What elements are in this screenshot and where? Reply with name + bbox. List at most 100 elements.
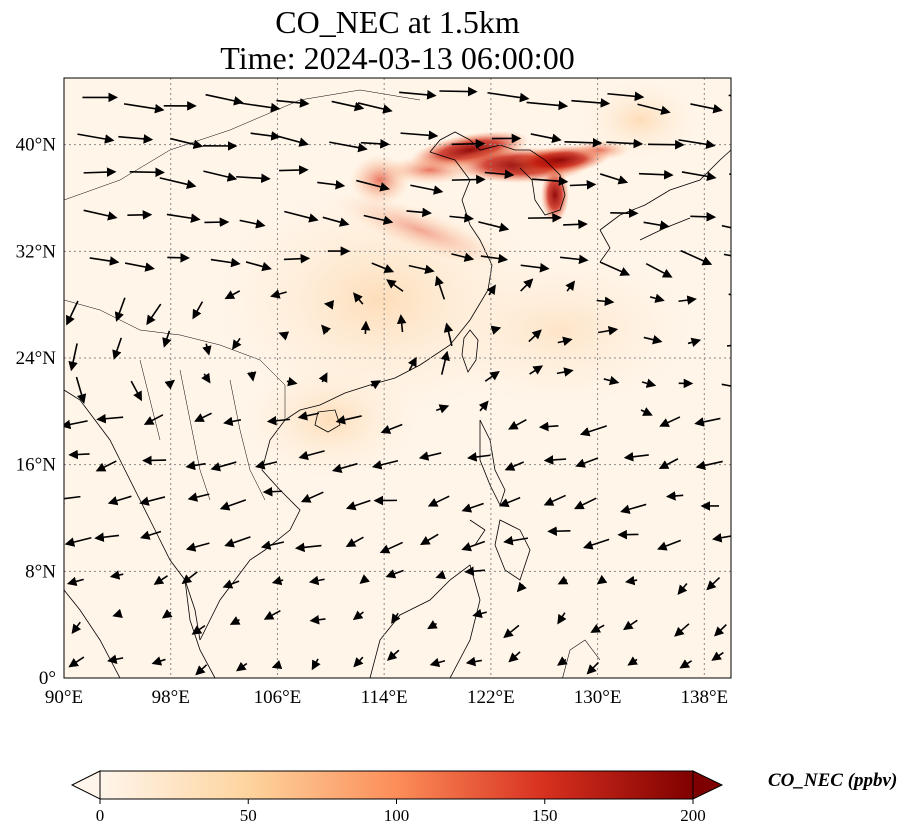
- wind-arrow: [596, 296, 615, 307]
- wind-arrow: [526, 100, 569, 111]
- wind-arrow: [723, 253, 731, 257]
- wind-arrow: [399, 90, 437, 100]
- wind-arrow: [232, 337, 242, 350]
- wind-arrow: [143, 414, 164, 425]
- wind-arrow: [528, 329, 542, 343]
- wind-arrow: [623, 451, 649, 462]
- wind-arrow: [246, 371, 257, 382]
- wind-arrow: [107, 654, 124, 664]
- wind-arrow: [658, 458, 679, 470]
- wind-arrow: [486, 284, 496, 296]
- wind-arrow: [71, 621, 82, 635]
- wind-arrow: [187, 492, 210, 502]
- wind-arrow: [674, 623, 690, 637]
- wind-arrow: [202, 343, 212, 356]
- wind-arrow: [298, 450, 325, 461]
- wind-arrow: [637, 103, 671, 115]
- wind-arrow: [353, 656, 364, 668]
- wind-arrow: [657, 539, 682, 551]
- wind-arrow: [386, 649, 400, 661]
- wind-arrow: [335, 415, 362, 425]
- wind-arrow: [379, 541, 403, 554]
- wind-arrow: [308, 575, 325, 586]
- colorbar: 0 50 100 150 200: [70, 770, 724, 825]
- lat-tick-label: 16°N: [16, 455, 57, 476]
- wind-arrow: [64, 419, 88, 430]
- wind-arrow: [729, 173, 731, 175]
- wind-arrow: [434, 275, 446, 300]
- lon-tick-label: 106°E: [254, 687, 302, 708]
- colorbar-gradient: [100, 771, 693, 799]
- wind-arrow: [439, 86, 478, 97]
- wind-arrow: [118, 134, 154, 144]
- wind-arrow: [563, 219, 588, 230]
- wind-arrow: [66, 576, 84, 587]
- wind-arrow: [440, 350, 450, 375]
- wind-arrow: [322, 216, 350, 227]
- wind-arrow: [429, 657, 446, 668]
- wind-arrow: [262, 486, 283, 497]
- wind-arrow: [270, 289, 287, 299]
- wind-arrow: [640, 407, 653, 416]
- wind-arrow: [556, 367, 574, 377]
- wind-arrow: [596, 574, 608, 585]
- wind-arrow: [331, 462, 358, 473]
- wind-arrow: [260, 540, 285, 550]
- map-title: CO_NEC at 1.5km Time: 2024-03-13 06:00:0…: [64, 4, 731, 76]
- wind-arrow: [607, 91, 645, 102]
- wind-arrow: [677, 583, 688, 595]
- wind-arrow: [107, 495, 132, 506]
- wind-arrow: [530, 133, 562, 144]
- wind-arrow: [317, 179, 346, 190]
- wind-arrow: [406, 207, 432, 218]
- wind-arrow: [201, 372, 211, 384]
- wind-arrow: [124, 262, 155, 272]
- wind-arrow: [139, 496, 166, 506]
- wind-arrow: [185, 542, 210, 552]
- wind-arrow: [203, 170, 238, 182]
- wind-arrow: [318, 372, 328, 383]
- wind-arrow: [557, 612, 567, 625]
- wind-arrow: [557, 575, 569, 585]
- wind-arrow: [687, 337, 702, 347]
- lat-tick-label: 0°: [39, 668, 56, 689]
- colorbar-extend-min: [70, 770, 101, 800]
- wind-arrow: [356, 179, 390, 192]
- wind-arrow: [435, 570, 447, 580]
- wind-arrow: [300, 491, 324, 503]
- wind-arrow: [487, 91, 530, 103]
- wind-arrow: [472, 608, 487, 619]
- wind-arrow: [64, 493, 81, 504]
- wind-arrow: [478, 221, 510, 232]
- wind-arrow: [240, 102, 281, 113]
- wind-arrow: [484, 371, 500, 382]
- wind-arrow: [627, 656, 639, 666]
- wind-arrow: [678, 295, 697, 305]
- wind-arrow: [109, 570, 124, 580]
- wind-arrow: [538, 421, 559, 432]
- wind-arrow: [194, 412, 212, 422]
- wind-arrow: [153, 575, 168, 585]
- wind-arrow: [222, 579, 240, 589]
- wind-vectors: [64, 86, 731, 676]
- lon-tick-label: 138°E: [680, 687, 728, 708]
- wind-arrow: [159, 177, 197, 190]
- lon-tick-label: 98°E: [152, 687, 190, 708]
- wind-arrow: [95, 460, 117, 472]
- wind-arrow: [564, 137, 603, 148]
- wind-arrow: [641, 378, 657, 388]
- wind-arrow: [83, 167, 117, 177]
- lat-tick-label: 32°N: [16, 241, 57, 262]
- wind-arrow: [721, 224, 731, 229]
- co-plume-high-concentration: [335, 131, 630, 267]
- wind-arrow: [728, 94, 731, 97]
- wind-arrow: [543, 455, 567, 465]
- wind-arrow: [166, 213, 201, 223]
- colorbar-extend-max: [692, 770, 724, 800]
- wind-arrow: [498, 496, 521, 508]
- wind-arrow: [532, 176, 569, 186]
- wind-arrow: [645, 263, 673, 278]
- wind-arrow: [603, 375, 620, 386]
- wind-arrow: [352, 610, 364, 621]
- wind-arrow: [205, 93, 244, 106]
